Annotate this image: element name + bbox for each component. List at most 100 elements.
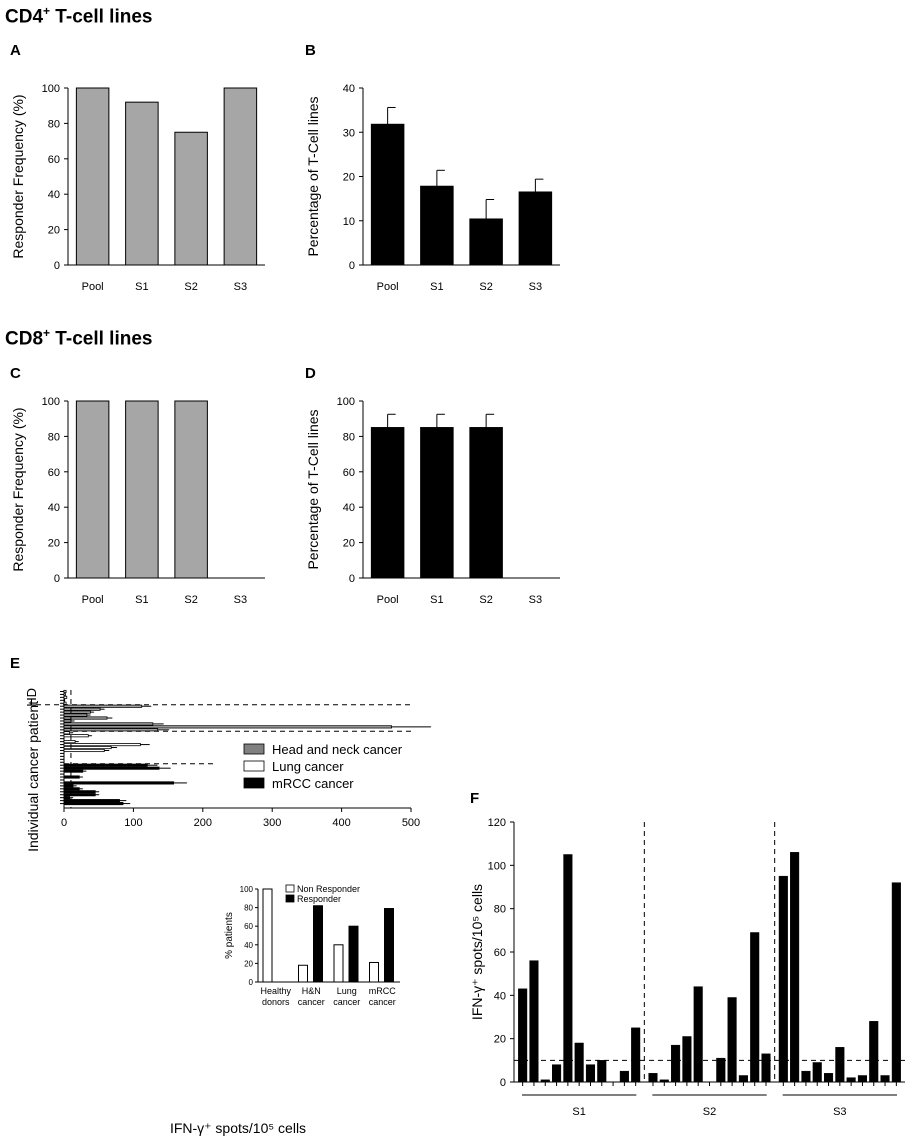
inset-y-tick-label: 100 — [240, 885, 254, 894]
panel-d-y-tick-label: 0 — [349, 573, 355, 585]
panel-e-legend-label: Head and neck cancer — [272, 742, 403, 757]
panel-e-legend-swatch — [243, 777, 265, 789]
panel-a-category-label: S3 — [234, 281, 247, 293]
panel-f-y-axis-label: IFN-γ⁺ spots/10⁵ cells — [469, 884, 485, 1020]
panel-d-y-tick-label: 100 — [337, 396, 355, 408]
panel-d-bar — [469, 427, 503, 579]
panel-a-bar — [125, 101, 159, 266]
panel-f-y-tick-label: 0 — [500, 1077, 506, 1089]
inset-group-label: Lung — [337, 986, 357, 996]
inset-y-tick-label: 20 — [244, 959, 253, 968]
panel-f-y-tick-label: 60 — [494, 947, 506, 959]
panel-f-bar — [778, 875, 788, 1083]
panel-e-x-tick-label: 400 — [332, 817, 350, 829]
panel-b-y-tick-label: 30 — [343, 127, 355, 139]
panel-f-bar — [869, 1021, 879, 1083]
panel-f-bar — [682, 1036, 692, 1083]
panel-e-bar — [63, 802, 124, 806]
panel-e-bar — [63, 799, 120, 803]
panel-f-bar — [619, 1070, 629, 1083]
panel-c-category-label: S3 — [234, 594, 247, 606]
panel-a-letter: A — [10, 42, 21, 59]
inset-bar-responder — [313, 905, 323, 983]
panel-e-bar — [63, 796, 70, 800]
panel-a-bar — [174, 131, 208, 266]
panel-d-bar — [420, 427, 454, 579]
panel-f-bar — [648, 1073, 658, 1083]
panel-e-bar — [63, 695, 68, 699]
panel-f-bar — [585, 1064, 596, 1083]
panel-d-category-label: S1 — [430, 594, 443, 606]
inset-group-label: donors — [262, 997, 290, 1007]
panel-c-bar — [125, 400, 159, 579]
panel-e-x-tick-label: 500 — [402, 817, 420, 829]
inset-legend-label: Responder — [297, 894, 341, 904]
panel-f-bar — [597, 1060, 607, 1083]
panel-d-category-label: Pool — [377, 594, 399, 606]
panel-d-y-tick-label: 80 — [343, 431, 355, 443]
panel-f-bar — [574, 1042, 584, 1083]
panel-e-bar — [63, 784, 74, 788]
panel-e-bar — [63, 728, 159, 732]
inset-bar-non-responder — [298, 964, 308, 983]
panel-b-bar — [469, 218, 503, 266]
panel-c-y-tick-label: 60 — [48, 467, 60, 479]
panel-f-bar — [518, 988, 528, 1083]
panel-e-x-axis-label: IFN-γ⁺ spots/10⁵ cells — [170, 1120, 306, 1136]
panel-e-bar — [63, 689, 67, 694]
panel-e-bar — [63, 763, 148, 767]
panel-a-y-axis-label: Responder Frequency (%) — [10, 94, 26, 258]
panel-e-bar — [63, 775, 80, 779]
panel-f-bar — [659, 1079, 669, 1083]
panel-b-category-label: S3 — [529, 281, 542, 293]
panel-c-letter: C — [10, 365, 21, 382]
panel-f-bar — [727, 997, 737, 1083]
panel-c-category-label: Pool — [82, 594, 104, 606]
panel-a-category-label: Pool — [82, 281, 104, 293]
panel-e-bar — [63, 731, 70, 735]
panel-e-legend-swatch — [243, 743, 265, 755]
panel-e-bar — [63, 719, 72, 723]
panel-c-y-tick-label: 0 — [54, 573, 60, 585]
panel-b-y-tick-label: 10 — [343, 216, 355, 228]
panel-e-bar — [63, 710, 91, 714]
panel-c-category-label: S1 — [135, 594, 148, 606]
panel-b-y-tick-label: 20 — [343, 172, 355, 184]
panel-f-y-tick-label: 20 — [494, 1034, 506, 1046]
panel-e-bar — [63, 787, 80, 791]
inset-legend-swatch — [285, 884, 295, 893]
panel-a-category-label: S2 — [184, 281, 197, 293]
panel-c-y-tick-label: 100 — [42, 396, 60, 408]
panel-f-group-label: S1 — [572, 1106, 585, 1118]
panel-f-y-tick-label: 100 — [488, 860, 506, 872]
panel-f-bar — [552, 1064, 562, 1083]
panel-a-y-tick-label: 40 — [48, 189, 60, 201]
panel-c-y-axis-label: Responder Frequency (%) — [10, 407, 26, 571]
panel-f-bar — [671, 1044, 681, 1083]
panel-f-bar — [761, 1053, 771, 1083]
inset-bar-non-responder — [262, 888, 273, 983]
panel-a-y-tick-label: 60 — [48, 154, 60, 166]
panel-e-bar — [63, 698, 66, 702]
panel-d-y-tick-label: 40 — [343, 502, 355, 514]
panel-f-bar — [563, 854, 573, 1083]
panel-e-bar — [63, 707, 101, 711]
inset-y-tick-label: 80 — [244, 904, 253, 913]
inset-group-label: mRCC — [369, 986, 396, 996]
panel-f-y-tick-label: 40 — [494, 990, 506, 1002]
panel-e-group-label-hd: HD — [24, 688, 39, 707]
panel-f-bar — [835, 1047, 845, 1083]
panel-f-bar — [693, 986, 703, 1083]
panel-b-bar — [420, 185, 454, 266]
panel-c-y-tick-label: 40 — [48, 502, 60, 514]
inset-bar-responder — [384, 908, 394, 983]
panel-d-category-label: S3 — [529, 594, 542, 606]
panel-e-bar — [63, 748, 105, 753]
panel-d-y-tick-label: 60 — [343, 467, 355, 479]
panel-e-bar — [63, 722, 154, 726]
panel-b-letter: B — [305, 42, 316, 59]
panel-e-bar — [63, 692, 66, 696]
panel-e-bar — [63, 743, 141, 747]
panel-f-bar — [716, 1057, 726, 1083]
